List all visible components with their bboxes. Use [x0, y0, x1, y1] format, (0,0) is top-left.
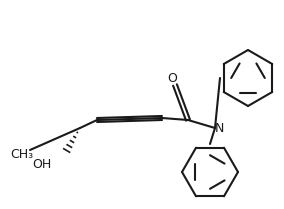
Text: N: N	[214, 121, 224, 135]
Text: O: O	[167, 71, 177, 84]
Text: CH₃: CH₃	[11, 149, 34, 162]
Text: OH: OH	[32, 158, 52, 172]
